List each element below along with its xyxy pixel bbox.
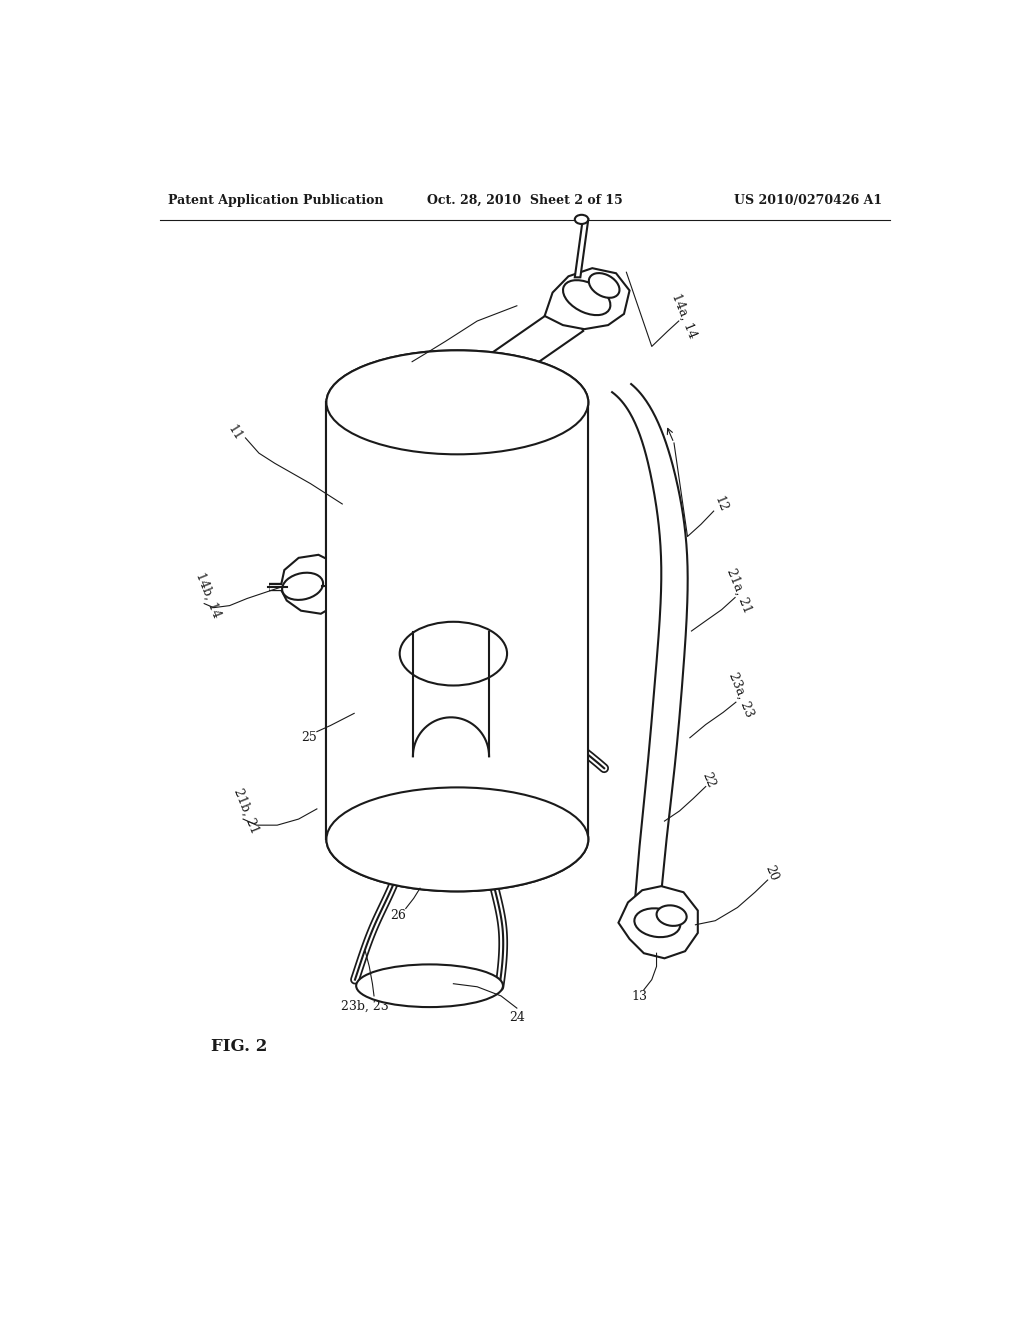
Text: 26: 26 — [390, 909, 406, 923]
Text: 21a, 21: 21a, 21 — [725, 566, 755, 615]
Polygon shape — [327, 403, 588, 840]
Text: 13: 13 — [631, 990, 647, 1003]
Text: 21b, 21: 21b, 21 — [231, 787, 261, 836]
Text: 23a, 23: 23a, 23 — [726, 671, 756, 719]
Text: 20: 20 — [763, 863, 781, 883]
Ellipse shape — [574, 215, 588, 224]
Polygon shape — [327, 403, 588, 840]
Ellipse shape — [327, 788, 588, 891]
Text: 1: 1 — [350, 855, 358, 869]
Text: US 2010/0270426 A1: US 2010/0270426 A1 — [734, 194, 882, 207]
Ellipse shape — [563, 280, 610, 315]
Polygon shape — [281, 554, 344, 614]
Ellipse shape — [589, 273, 620, 298]
Polygon shape — [545, 268, 630, 329]
Text: Patent Application Publication: Patent Application Publication — [168, 194, 383, 207]
Text: 11: 11 — [225, 422, 245, 444]
Text: 12: 12 — [712, 494, 729, 513]
Text: 22: 22 — [699, 771, 718, 791]
Ellipse shape — [356, 965, 503, 1007]
Text: 23b, 23: 23b, 23 — [341, 999, 388, 1012]
Ellipse shape — [282, 573, 324, 599]
Polygon shape — [612, 384, 688, 925]
Polygon shape — [459, 298, 584, 408]
Polygon shape — [574, 219, 588, 277]
Ellipse shape — [399, 622, 507, 685]
Text: 14b, 14: 14b, 14 — [194, 570, 223, 620]
Polygon shape — [618, 886, 697, 958]
Text: 24: 24 — [509, 1011, 525, 1024]
Text: 14a, 14: 14a, 14 — [670, 292, 699, 341]
Ellipse shape — [635, 908, 680, 937]
Ellipse shape — [399, 622, 507, 685]
Text: 25: 25 — [301, 731, 316, 744]
Ellipse shape — [656, 906, 687, 925]
Ellipse shape — [327, 350, 588, 454]
Text: 15: 15 — [396, 355, 412, 368]
Text: FIG. 2: FIG. 2 — [211, 1038, 267, 1055]
Ellipse shape — [327, 350, 588, 454]
Ellipse shape — [327, 788, 588, 891]
Text: Oct. 28, 2010  Sheet 2 of 15: Oct. 28, 2010 Sheet 2 of 15 — [427, 194, 623, 207]
